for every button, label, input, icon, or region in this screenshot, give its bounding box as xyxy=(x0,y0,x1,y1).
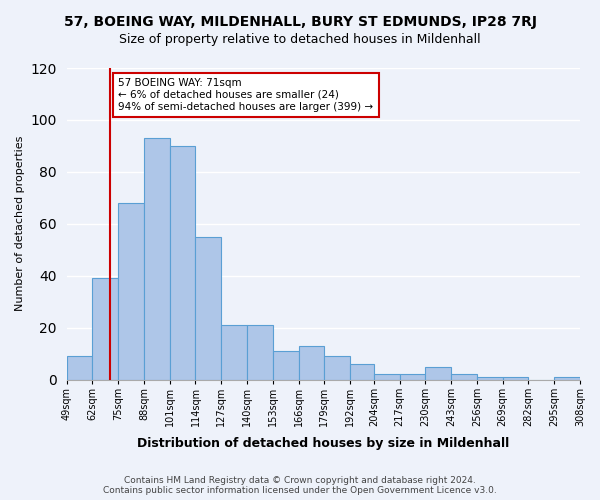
Bar xyxy=(299,346,325,380)
Bar xyxy=(144,138,170,380)
Bar xyxy=(118,203,144,380)
X-axis label: Distribution of detached houses by size in Mildenhall: Distribution of detached houses by size … xyxy=(137,437,509,450)
Bar xyxy=(400,374,425,380)
Text: 57 BOEING WAY: 71sqm
← 6% of detached houses are smaller (24)
94% of semi-detach: 57 BOEING WAY: 71sqm ← 6% of detached ho… xyxy=(118,78,373,112)
Bar xyxy=(92,278,118,380)
Bar xyxy=(67,356,92,380)
Text: Size of property relative to detached houses in Mildenhall: Size of property relative to detached ho… xyxy=(119,32,481,46)
Bar xyxy=(273,351,299,380)
Bar xyxy=(196,237,221,380)
Bar xyxy=(325,356,350,380)
Bar xyxy=(477,377,503,380)
Bar xyxy=(425,366,451,380)
Bar xyxy=(221,325,247,380)
Text: Contains HM Land Registry data © Crown copyright and database right 2024.
Contai: Contains HM Land Registry data © Crown c… xyxy=(103,476,497,495)
Y-axis label: Number of detached properties: Number of detached properties xyxy=(15,136,25,312)
Bar xyxy=(554,377,580,380)
Text: 57, BOEING WAY, MILDENHALL, BURY ST EDMUNDS, IP28 7RJ: 57, BOEING WAY, MILDENHALL, BURY ST EDMU… xyxy=(64,15,536,29)
Bar xyxy=(451,374,477,380)
Bar xyxy=(170,146,196,380)
Bar xyxy=(350,364,374,380)
Bar xyxy=(503,377,529,380)
Bar xyxy=(247,325,273,380)
Bar xyxy=(374,374,400,380)
